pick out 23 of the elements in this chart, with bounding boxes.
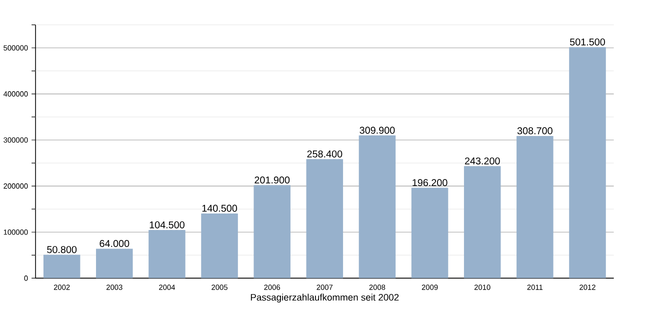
data-label: 258.400 [307,150,342,158]
bar [96,248,133,278]
data-label: 64.000 [100,240,130,248]
bar [254,185,290,278]
data-label: 309.900 [360,126,395,134]
data-label: 140.500 [202,204,238,212]
data-label: 308.700 [517,127,552,134]
bar [148,230,186,278]
bar [201,213,238,278]
bar [516,136,554,278]
bar [464,166,501,278]
bar [306,159,344,278]
bar [569,47,606,278]
data-label: 104.500 [150,221,184,228]
data-label: 201.900 [254,176,290,184]
data-label: 243.200 [464,158,500,164]
bar [358,135,396,278]
x-axis-title: Passagierzahlaufkommen seit 2002 [250,294,399,303]
data-label: 196.200 [412,179,448,186]
data-label: 50.800 [47,246,77,254]
bar [411,188,448,278]
data-label: 501.500 [570,38,605,46]
bar [43,254,80,278]
